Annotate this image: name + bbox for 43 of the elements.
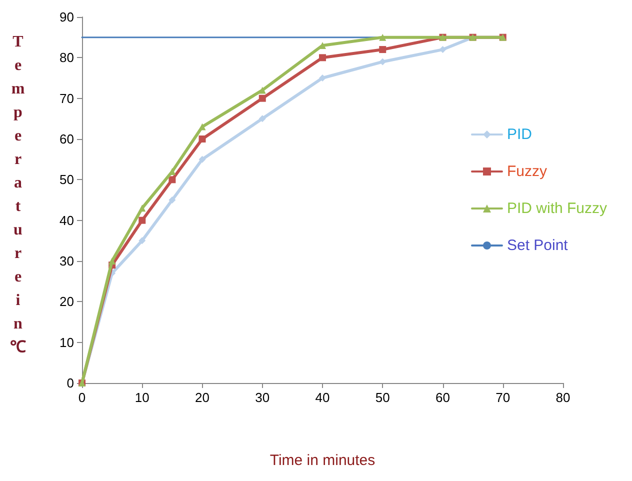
point xyxy=(198,136,206,142)
x-axis-title: Time in minutes xyxy=(270,452,376,469)
point xyxy=(138,216,146,224)
point xyxy=(379,34,386,41)
y-tick-label: 30 xyxy=(60,254,74,268)
legend-label: Set Point xyxy=(506,237,569,254)
y-tick-label: 20 xyxy=(60,294,74,310)
x-tick-label: 40 xyxy=(315,390,330,405)
point xyxy=(319,74,326,82)
x-tick-label: 0 xyxy=(78,390,86,405)
x-tick-label: 50 xyxy=(375,390,390,405)
point xyxy=(258,94,266,102)
point xyxy=(258,115,266,122)
legend-label: PID xyxy=(506,126,532,143)
y-tick-label: 80 xyxy=(60,50,74,66)
x-tick-label: 60 xyxy=(436,390,450,405)
point xyxy=(138,204,146,212)
point xyxy=(198,156,206,163)
x-tick-label: 80 xyxy=(556,390,570,405)
point xyxy=(138,237,146,244)
legend-label: PID with Fuzzy xyxy=(506,200,608,217)
y-tick-label: 50 xyxy=(60,172,74,188)
point xyxy=(319,42,326,49)
y-tick-label: 0 xyxy=(66,376,74,390)
point xyxy=(168,176,176,184)
y-tick-label: 40 xyxy=(60,212,74,228)
x-tick-label: 10 xyxy=(134,390,150,405)
y-tick-label: 70 xyxy=(60,90,74,106)
text: Temperature in ℃ xyxy=(10,33,26,356)
y-tick-label: 60 xyxy=(60,132,74,146)
point xyxy=(379,58,386,66)
point xyxy=(379,46,386,54)
legend-label: Fuzzy xyxy=(506,163,548,180)
point xyxy=(108,258,116,264)
point xyxy=(319,54,326,62)
point xyxy=(258,86,266,94)
y-tick-label: 10 xyxy=(60,334,74,350)
y-tick-label: 90 xyxy=(60,10,74,24)
x-tick-label: 20 xyxy=(195,390,210,405)
point xyxy=(439,46,446,54)
x-tick-label: 30 xyxy=(255,390,270,405)
x-tick-label: 70 xyxy=(496,390,510,405)
point xyxy=(168,196,176,204)
